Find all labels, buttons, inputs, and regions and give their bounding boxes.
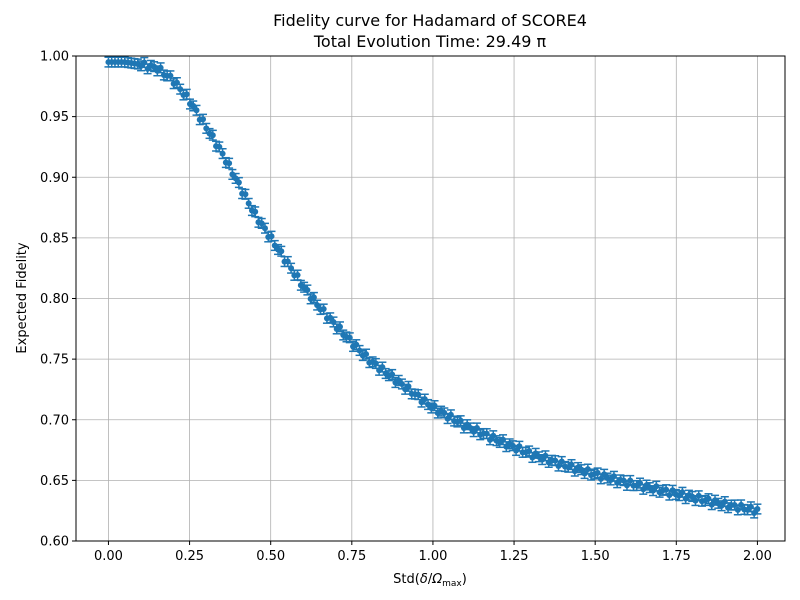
x-tick-label: 0.50: [256, 549, 285, 564]
data-point: [335, 321, 344, 333]
x-tick-label: 0.25: [175, 549, 204, 564]
y-tick-label: 0.80: [40, 292, 69, 307]
data-point: [515, 440, 524, 452]
y-axis-label: Expected Fidelity: [15, 242, 30, 353]
y-tick-label: 0.70: [40, 413, 69, 428]
y-tick-label: 0.65: [40, 474, 69, 489]
y-axis: 0.60 0.65 0.70 0.75 0.80 0.85 0.90 0.95 1.00: [40, 50, 76, 550]
x-tick-label: 2.00: [743, 549, 772, 564]
y-tick-label: 0.90: [40, 171, 69, 186]
y-tick-label: 1.00: [40, 50, 69, 65]
x-label-close: ): [462, 572, 467, 587]
data-point: [215, 141, 224, 153]
y-tick-label: 0.60: [40, 535, 69, 550]
data-point: [446, 409, 455, 421]
data-point: [472, 422, 481, 434]
data-point: [225, 157, 234, 169]
x-axis: 0.00 0.25 0.50 0.75 1.00 1.25 1.50 1.75 2.00: [94, 541, 772, 564]
y-tick-label: 0.85: [40, 231, 69, 246]
data-point: [753, 503, 762, 515]
data-point: [234, 176, 243, 189]
x-label-slash: /: [428, 572, 433, 587]
data-point: [208, 129, 217, 141]
series-fidelity: [104, 56, 762, 519]
x-label-delta: δ: [420, 572, 428, 587]
x-label-main: Std(: [393, 572, 420, 587]
x-tick-label: 1.25: [500, 549, 529, 564]
y-tick-label: 0.75: [40, 353, 69, 368]
chart-subtitle: Total Evolution Time: 29.49 π: [313, 32, 547, 51]
x-tick-label: 1.75: [662, 549, 691, 564]
y-tick-label: 0.95: [40, 110, 69, 125]
data-point: [251, 206, 260, 218]
x-tick-label: 0.75: [337, 549, 366, 564]
chart-title: Fidelity curve for Hadamard of SCORE4: [273, 11, 587, 30]
data-point: [440, 407, 449, 419]
data-point: [231, 172, 240, 184]
x-tick-label: 1.50: [581, 549, 610, 564]
x-tick-label: 0.00: [94, 549, 123, 564]
grid: [76, 55, 785, 542]
x-axis-label: Std(δ/Ωmax): [393, 572, 467, 589]
data-point: [287, 262, 296, 274]
x-label-subscript: max: [442, 579, 462, 589]
x-tick-label: 1.00: [418, 549, 447, 564]
x-label-omega: Ω: [431, 572, 442, 587]
